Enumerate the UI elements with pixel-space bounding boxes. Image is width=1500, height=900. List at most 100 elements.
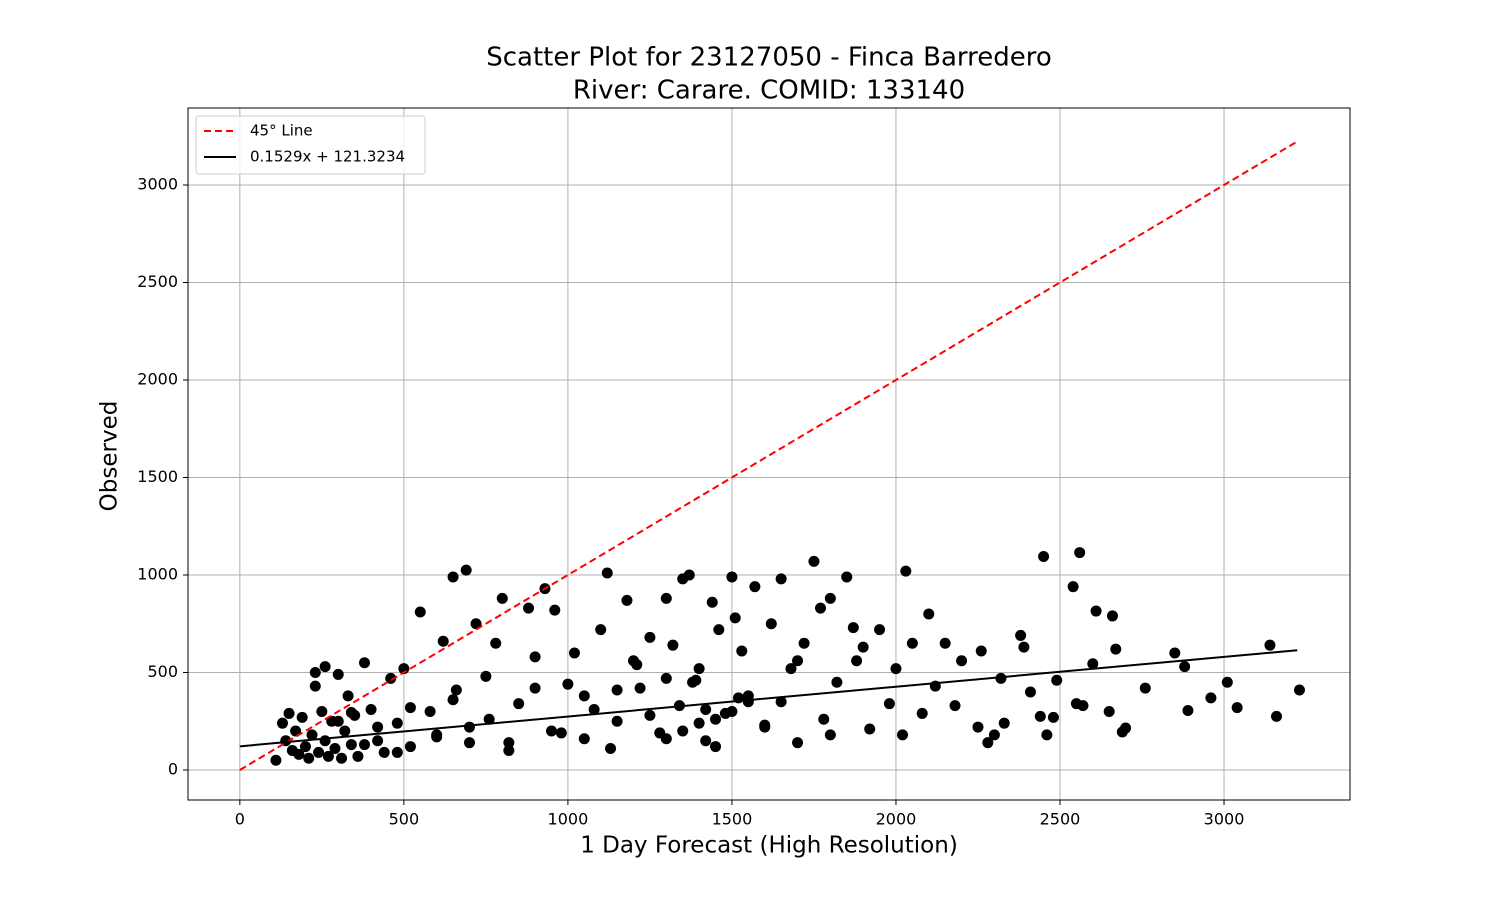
point — [1041, 729, 1053, 741]
point — [710, 713, 722, 725]
point — [831, 676, 843, 688]
point — [283, 707, 295, 719]
point — [329, 743, 341, 755]
point — [332, 668, 344, 680]
point — [342, 690, 354, 702]
point — [851, 655, 863, 667]
point — [677, 725, 689, 737]
point — [775, 573, 787, 585]
point — [611, 684, 623, 696]
point — [683, 569, 695, 581]
point — [306, 729, 318, 741]
point — [897, 729, 909, 741]
point — [1179, 661, 1191, 673]
point — [352, 750, 364, 762]
point — [503, 737, 515, 749]
point — [463, 737, 475, 749]
point — [998, 717, 1010, 729]
x-tick-label: 3000 — [1204, 810, 1245, 829]
point — [890, 663, 902, 675]
point — [529, 651, 541, 663]
point — [319, 661, 331, 673]
point — [290, 725, 302, 737]
point — [345, 706, 357, 718]
point — [975, 645, 987, 657]
legend-label: 0.1529x + 121.3234 — [250, 148, 405, 166]
point — [414, 606, 426, 618]
plot-frame — [187, 107, 1351, 801]
point — [1047, 711, 1059, 723]
point — [729, 612, 741, 624]
point — [736, 645, 748, 657]
point — [660, 733, 672, 745]
point — [549, 604, 561, 616]
point — [634, 682, 646, 694]
point — [759, 721, 771, 733]
y-tick-label: 500 — [147, 662, 178, 681]
point — [874, 624, 886, 636]
point — [792, 655, 804, 667]
point — [332, 715, 344, 727]
point — [545, 725, 557, 737]
point — [611, 715, 623, 727]
point — [1015, 629, 1027, 641]
point — [447, 571, 459, 583]
point — [726, 571, 738, 583]
point — [385, 672, 397, 684]
point — [841, 571, 853, 583]
point — [713, 624, 725, 636]
point — [391, 746, 403, 758]
point — [490, 637, 502, 649]
point — [1110, 643, 1122, 655]
point — [1087, 658, 1099, 670]
point — [900, 565, 912, 577]
point — [1139, 682, 1151, 694]
point — [765, 618, 777, 630]
point — [1038, 550, 1050, 562]
point — [578, 733, 590, 745]
point — [988, 729, 1000, 741]
point — [687, 676, 699, 688]
point — [404, 702, 416, 714]
point — [404, 741, 416, 753]
legend-label: 45° Line — [250, 122, 313, 140]
point — [313, 746, 325, 758]
point — [483, 713, 495, 725]
x-tick-label: 2000 — [876, 810, 917, 829]
point — [336, 752, 348, 764]
point — [358, 657, 370, 669]
point — [972, 721, 984, 733]
point — [995, 672, 1007, 684]
point — [775, 696, 787, 708]
point — [1221, 676, 1233, 688]
point — [693, 663, 705, 675]
point — [700, 704, 712, 716]
point — [595, 624, 607, 636]
point — [601, 567, 613, 579]
point — [372, 721, 384, 733]
point — [276, 717, 288, 729]
point — [808, 555, 820, 567]
point — [450, 684, 462, 696]
chart-subtitle: River: Carare. COMID: 133140 — [573, 76, 965, 106]
point — [339, 725, 351, 737]
y-tick-label: 2000 — [137, 370, 178, 389]
point — [923, 608, 935, 620]
point — [818, 713, 830, 725]
point — [319, 735, 331, 747]
x-tick-label: 500 — [389, 810, 420, 829]
point — [1120, 722, 1132, 734]
y-tick-label: 3000 — [137, 175, 178, 194]
point — [706, 596, 718, 608]
point — [555, 727, 567, 739]
point — [956, 655, 968, 667]
point — [309, 680, 321, 692]
point — [742, 690, 754, 702]
point — [322, 750, 334, 762]
point — [293, 748, 305, 760]
points — [270, 547, 1305, 766]
point — [824, 592, 836, 604]
point — [815, 602, 827, 614]
point — [1182, 705, 1194, 717]
point — [1103, 705, 1115, 717]
